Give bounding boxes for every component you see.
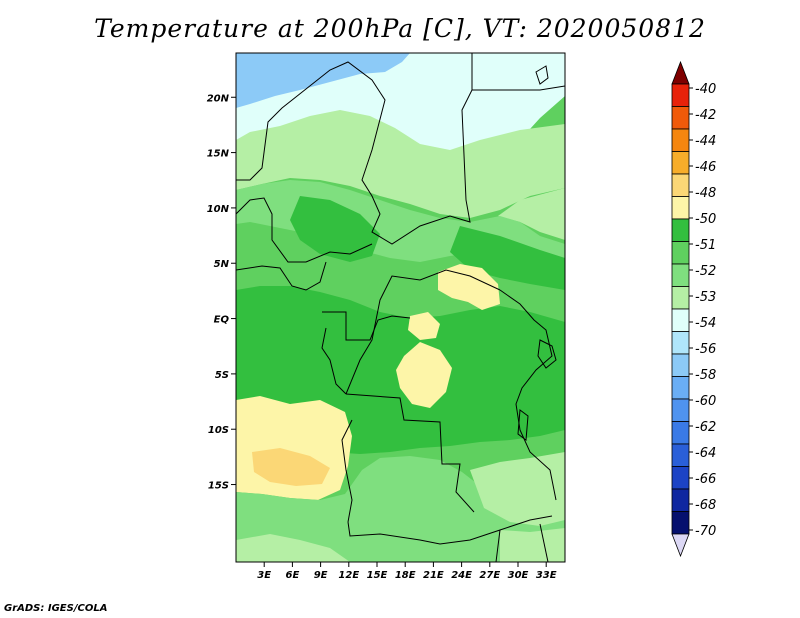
- colorbar-label: -58: [695, 368, 716, 383]
- colorbar-label: -68: [695, 498, 716, 513]
- colorbar-swatch: [671, 128, 690, 152]
- region-dark-north-patch: [290, 196, 380, 262]
- region-dark-ne-patch: [450, 226, 565, 290]
- lon-tick-label: 21E: [423, 570, 444, 581]
- lon-tick-label: 3E: [257, 570, 271, 581]
- colorbar-label: -53: [695, 290, 716, 305]
- colorbar-swatch: [671, 83, 690, 107]
- lat-tick-label: 15S: [208, 481, 229, 492]
- lon-tick-label: 6E: [286, 570, 300, 581]
- colorbar-label: -62: [695, 420, 716, 435]
- colorbar-swatch: [671, 263, 690, 287]
- grads-credit: GrADS: IGES/COLA: [4, 603, 108, 614]
- lon-tick-label: 24E: [451, 570, 472, 581]
- region-blue-north-2: [300, 53, 395, 70]
- colorbar-label: -70: [695, 524, 716, 539]
- lakes: [517, 65, 557, 441]
- colorbar-top-arrow: [671, 60, 690, 85]
- lon-tick-label: 18E: [395, 570, 416, 581]
- colorbar-swatch: [671, 106, 690, 130]
- colorbar-swatch: [671, 443, 690, 467]
- lat-tick-label: 10S: [208, 425, 229, 436]
- colorbar-swatch: [671, 218, 690, 242]
- map-frame: [235, 52, 566, 563]
- lon-tick-label: 9E: [314, 570, 328, 581]
- region-yellow-spots: [408, 312, 440, 340]
- region-light-southeast: [470, 452, 565, 526]
- colorbar-label: -56: [695, 342, 716, 357]
- colorbar-label: -60: [695, 394, 716, 409]
- region-tan-sw: [252, 448, 330, 486]
- colorbar-bottom-arrow: [671, 533, 690, 558]
- colorbar-swatch: [671, 488, 690, 512]
- lon-tick-label: 30E: [508, 570, 529, 581]
- colorbar-label: -52: [695, 264, 716, 279]
- colorbar-label: -66: [695, 472, 716, 487]
- lon-tick-label: 27E: [479, 570, 500, 581]
- region-yellow-east: [438, 264, 500, 310]
- latitude-axis: 20N 15N 10N 5N EQ 5S 10S 15S: [207, 93, 236, 492]
- region-light-belt-east: [498, 188, 565, 240]
- longitude-axis: 3E 6E 9E 12E 15E 18E 21E 24E 27E 30E 33E: [257, 562, 557, 581]
- colorbar-label: -64: [695, 446, 716, 461]
- map-title: Temperature at 200hPa [C], VT: 202005081…: [94, 14, 706, 43]
- colorbar-label: -51: [695, 238, 716, 253]
- colorbar-swatch: [671, 331, 690, 355]
- colorbar-label: -46: [695, 160, 716, 175]
- lon-tick-label: 33E: [536, 570, 557, 581]
- colorbar-swatch: [671, 308, 690, 332]
- region-blue-north: [236, 53, 410, 108]
- lat-tick-label: 5S: [215, 370, 229, 381]
- colorbar-label: -48: [695, 186, 716, 201]
- colorbar-swatch: [671, 173, 690, 197]
- region-light-se-corner: [500, 528, 565, 562]
- map-panel: [236, 53, 565, 562]
- colorbar-swatch: [671, 151, 690, 175]
- colorbar-swatch: [671, 511, 690, 535]
- lat-tick-label: 5N: [214, 259, 230, 270]
- colorbar-swatch: [671, 421, 690, 445]
- colorbar-label: -54: [695, 316, 716, 331]
- colorbar-swatch: [671, 398, 690, 422]
- region-light-south-edge: [236, 534, 350, 562]
- colorbar-label: -50: [695, 212, 716, 227]
- country-borders: [236, 53, 565, 562]
- region-light-belt-north: [236, 110, 565, 218]
- colorbar-label: -42: [695, 108, 716, 123]
- lon-tick-label: 12E: [338, 570, 359, 581]
- colorbar: -40 -42 -44 -46 -48 -50 -51 -52 -53 -54 -56 -58 -60 -…: [671, 60, 716, 558]
- lat-tick-label: 20N: [207, 93, 230, 104]
- lat-tick-label: 15N: [207, 149, 230, 160]
- colorbar-swatch: [671, 241, 690, 265]
- colorbar-swatch: [671, 466, 690, 490]
- lat-tick-label: EQ: [214, 315, 230, 326]
- colorbar-swatch: [671, 196, 690, 220]
- region-yellow-center: [396, 342, 452, 408]
- colorbar-label: -40: [695, 82, 716, 97]
- lat-tick-label: 10N: [207, 204, 230, 215]
- colorbar-swatch: [671, 353, 690, 377]
- colorbar-swatch: [671, 286, 690, 310]
- colorbar-label: -44: [695, 134, 716, 149]
- lon-tick-label: 15E: [367, 570, 388, 581]
- colorbar-swatch: [671, 376, 690, 400]
